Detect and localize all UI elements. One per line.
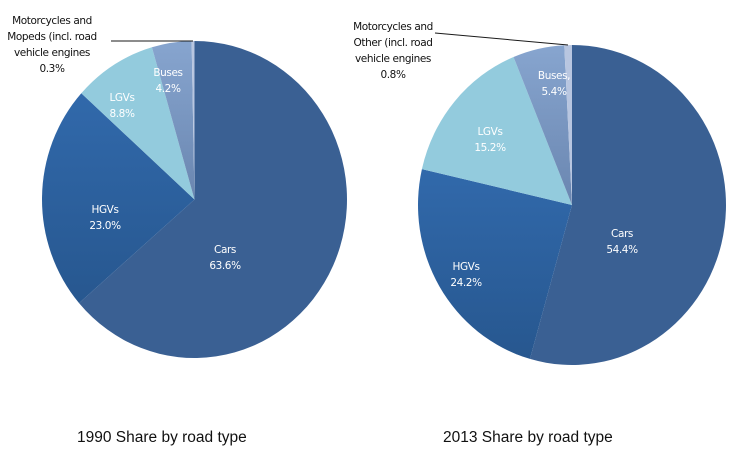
pie-slice-motorcycles: [191, 41, 195, 200]
data-label-hgvs: HGVs 23.0%: [89, 204, 121, 232]
data-label-buses: Buses, 5.4%: [538, 70, 570, 98]
chart-title-2013: 2013 Share by road type: [443, 429, 613, 446]
pie-slice-motorcycles: [564, 45, 572, 205]
pie-slice-cars: [79, 41, 347, 358]
data-label-buses: Buses 4.2%: [153, 67, 182, 95]
pie-slice-hgvs: [417, 169, 572, 359]
pie-slice-cars: [529, 45, 726, 365]
data-label-cars: Cars 54.4%: [606, 228, 638, 256]
pie-slice-hgvs: [41, 93, 195, 304]
leader-line-motorcycles: [434, 32, 569, 46]
pie-slice-buses: [151, 41, 195, 200]
pie-slice-lgvs: [81, 47, 195, 200]
pie-1990: Cars 63.6% HGVs 23.0% LGVs 8.8% Buses 4.2% Motor…: [7, 15, 347, 358]
data-label-hgvs: HGVs 24.2%: [450, 261, 482, 289]
data-label-motorcycles: Motorcycles and Other (incl. road vehicle …: [353, 21, 433, 81]
chart-title-1990: 1990 Share by road type: [77, 429, 247, 446]
data-label-cars: Cars 63.6%: [209, 244, 241, 272]
pie-2013: Cars 54.4% HGVs 24.2% LGVs 15.2% Buses, 5.4% Mot…: [353, 21, 726, 365]
data-label-lgvs: LGVs 15.2%: [474, 126, 506, 154]
data-label-lgvs: LGVs 8.8%: [109, 92, 134, 120]
data-label-motorcycles: Motorcycles and Mopeds (incl. road vehicle…: [7, 15, 97, 75]
pie-slice-buses: [513, 45, 572, 205]
pie-slice-lgvs: [421, 56, 572, 206]
